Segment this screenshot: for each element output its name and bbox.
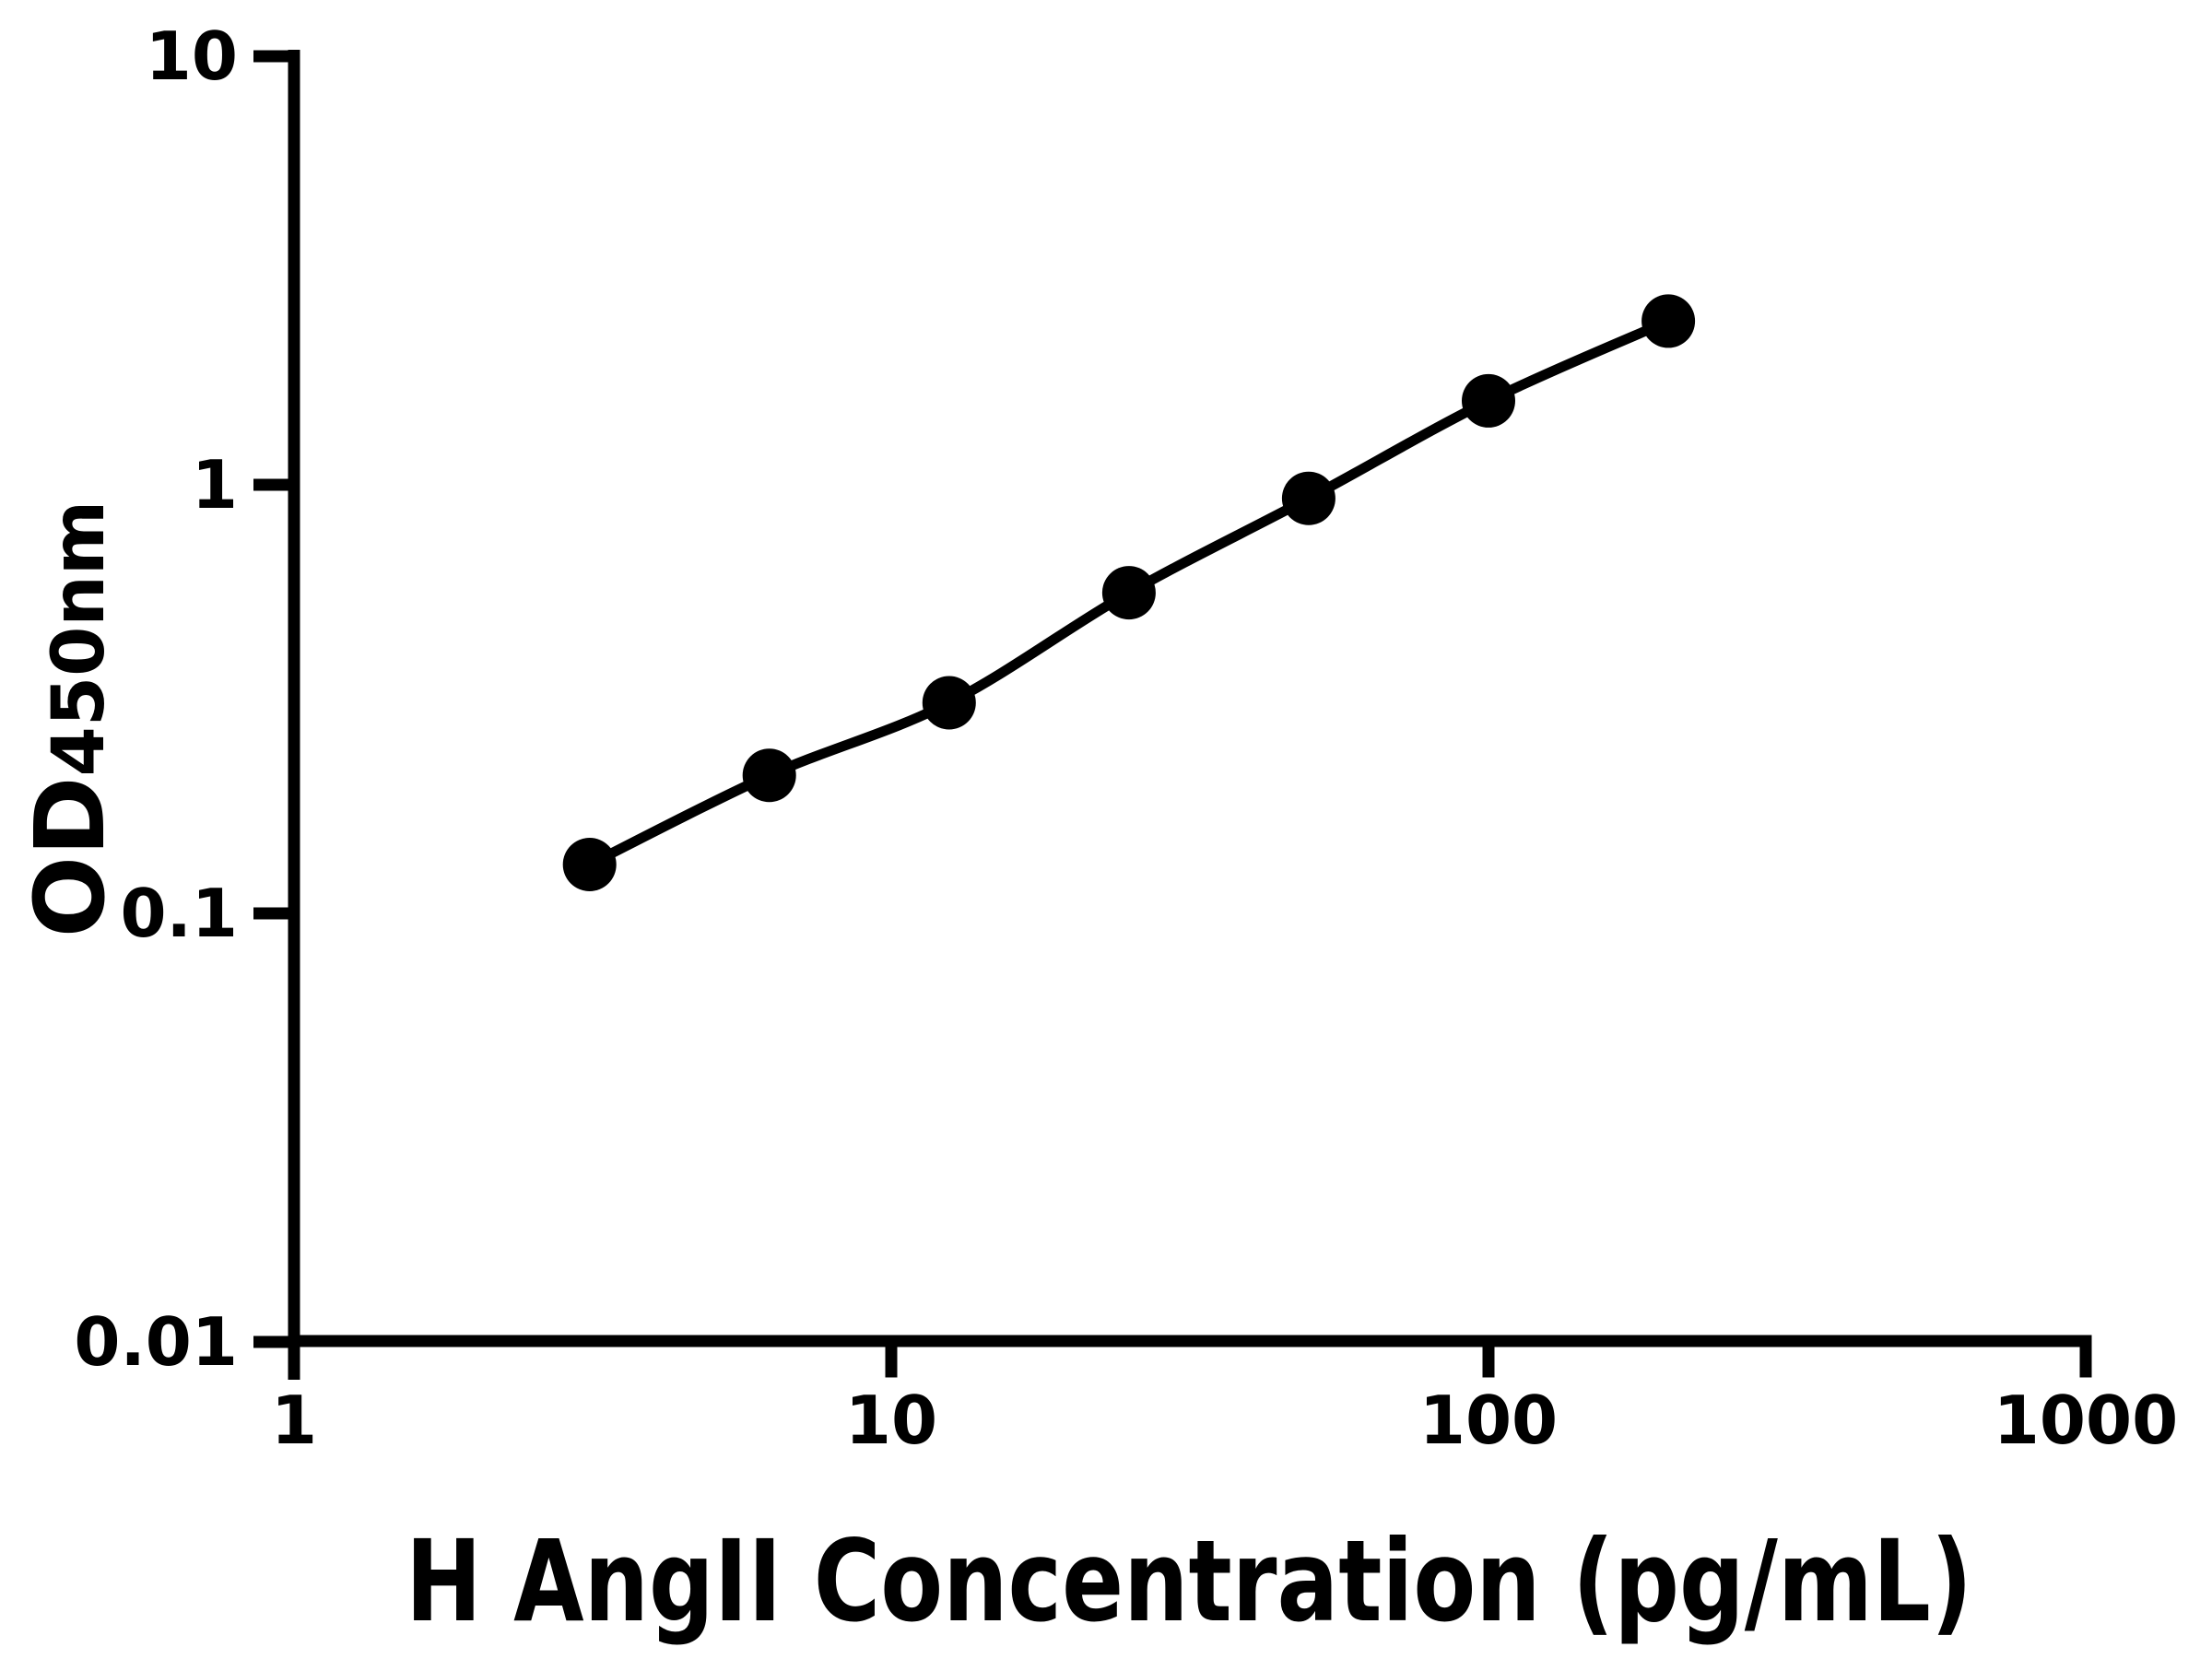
data-point [562,838,617,891]
x-axis-title: H AngII Concentration (pg/mL) [406,1516,1972,1647]
data-point [1281,471,1335,525]
data-point [1101,566,1156,620]
data-point [1462,373,1515,428]
data-point [1641,294,1696,348]
y-tick-label: 1 [192,446,238,524]
y-axis-title-main: OD [14,776,126,937]
x-tick-label: 10 [845,1382,937,1459]
x-tick-label: 1 [271,1382,317,1459]
y-axis-title-subscript: 450nm [38,500,121,777]
x-tick-label: 1000 [1994,1382,2178,1459]
axes [288,50,2092,1380]
y-axis-title: OD450nm [14,500,126,937]
data-point [742,748,796,803]
tick-marks [253,50,2092,1378]
data-series [562,294,1696,891]
tick-labels: 10 1 0.1 0.01 1 10 100 1000 [74,18,2178,1459]
y-tick-label: 10 [146,18,238,95]
y-tick-label: 0.01 [74,1303,238,1381]
y-tick-label: 0.1 [120,875,238,952]
data-point [922,676,976,730]
x-tick-label: 100 [1419,1382,1558,1459]
